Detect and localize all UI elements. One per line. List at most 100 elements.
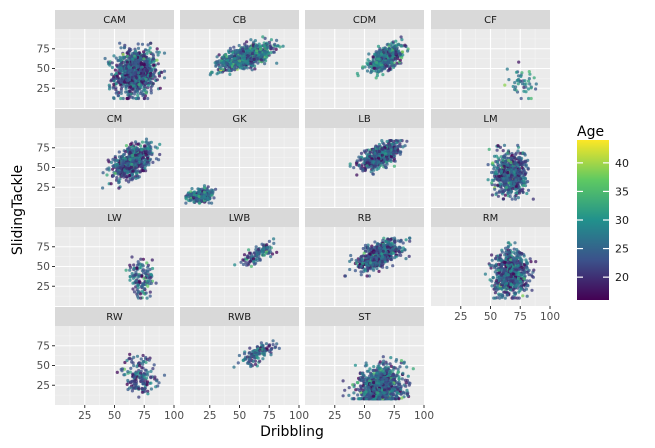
facet-strip — [55, 10, 174, 29]
data-point — [385, 64, 389, 68]
data-point — [259, 58, 263, 62]
data-point — [507, 158, 511, 162]
data-point — [514, 178, 518, 182]
data-point — [251, 257, 255, 261]
data-point — [140, 160, 144, 164]
data-point — [146, 43, 150, 47]
data-point — [253, 44, 257, 48]
data-point — [117, 181, 121, 185]
data-point — [151, 52, 155, 56]
data-point — [105, 173, 109, 177]
data-point — [119, 46, 123, 50]
data-point — [502, 143, 507, 147]
data-point — [502, 173, 506, 177]
data-point — [106, 158, 110, 162]
data-point — [376, 69, 380, 74]
data-point — [510, 174, 514, 178]
data-point — [155, 58, 159, 62]
data-point — [517, 60, 521, 64]
data-point — [237, 43, 241, 48]
data-point — [145, 68, 149, 72]
data-point — [377, 50, 381, 54]
data-point — [216, 71, 221, 75]
data-point — [152, 72, 156, 76]
data-point — [363, 159, 367, 163]
data-point — [388, 58, 392, 62]
data-point — [205, 197, 209, 201]
data-point — [192, 193, 196, 197]
data-point — [269, 255, 273, 259]
data-point — [131, 287, 135, 291]
data-point — [372, 66, 376, 70]
data-point — [269, 51, 273, 55]
data-point — [389, 148, 393, 152]
data-point — [134, 79, 138, 83]
data-point — [156, 62, 160, 66]
data-point — [135, 90, 140, 94]
data-point — [506, 151, 510, 155]
data-point — [495, 166, 499, 170]
data-point — [392, 164, 396, 168]
data-point — [490, 181, 494, 185]
data-point — [136, 46, 141, 51]
data-point — [145, 64, 149, 68]
data-point — [529, 96, 533, 101]
data-point — [398, 139, 403, 143]
data-point — [108, 63, 112, 67]
data-point — [365, 69, 370, 73]
data-point — [398, 52, 402, 57]
data-point — [243, 42, 247, 46]
data-point — [122, 55, 126, 60]
data-point — [256, 61, 260, 65]
data-point — [119, 66, 123, 70]
data-point — [377, 149, 381, 154]
data-point — [110, 65, 114, 70]
data-point — [228, 72, 232, 76]
data-point — [513, 87, 517, 92]
data-point — [388, 67, 392, 71]
data-point — [534, 87, 538, 91]
facet-strip-label: GK — [232, 114, 247, 125]
data-point — [125, 96, 129, 101]
data-point — [359, 158, 363, 162]
data-point — [221, 60, 225, 64]
data-point — [148, 64, 152, 68]
data-point — [272, 237, 276, 241]
data-point — [503, 153, 507, 157]
data-point — [393, 143, 397, 147]
data-point — [132, 66, 137, 70]
facet-panel-cdm: CDM — [305, 10, 424, 108]
data-point — [119, 96, 123, 101]
data-point — [189, 198, 193, 202]
data-point — [501, 189, 505, 194]
data-point — [151, 82, 155, 86]
y-tick-label: 75 — [37, 43, 50, 55]
data-point — [361, 246, 365, 251]
data-point — [144, 291, 148, 295]
data-point — [270, 252, 275, 256]
data-point — [197, 194, 201, 198]
facet-panel-cb: CB — [180, 10, 299, 108]
data-point — [149, 140, 153, 144]
data-point — [275, 61, 279, 65]
data-point — [129, 81, 133, 85]
data-point — [246, 58, 250, 62]
data-point — [133, 59, 137, 64]
data-point — [120, 85, 124, 89]
data-point — [522, 183, 526, 188]
data-point — [405, 139, 409, 143]
data-point — [495, 176, 499, 181]
data-point — [393, 149, 397, 153]
data-point — [162, 76, 167, 80]
data-point — [399, 44, 403, 48]
data-point — [184, 201, 188, 205]
data-point — [518, 155, 522, 159]
data-point — [152, 60, 156, 64]
data-point — [233, 56, 237, 60]
data-point — [149, 68, 153, 73]
data-point — [348, 162, 352, 166]
data-point — [144, 137, 149, 141]
data-point — [112, 96, 116, 101]
data-point — [246, 54, 250, 59]
